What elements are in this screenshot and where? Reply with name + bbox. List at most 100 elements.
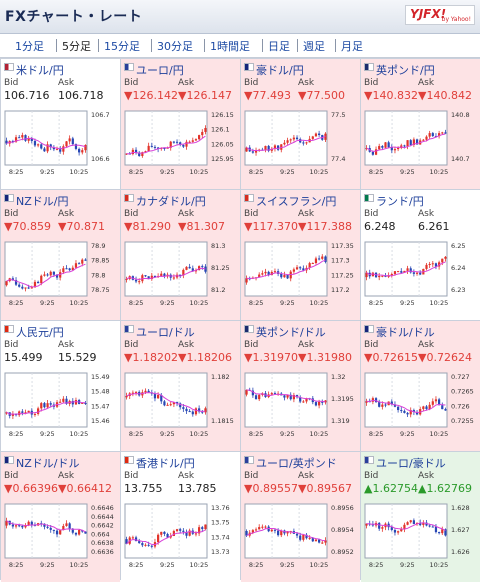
candle-body [191, 411, 194, 415]
pair-name-link[interactable]: ユーロ/豪ドル [376, 457, 446, 470]
pair-name-link[interactable]: 英ポンド/ドル [256, 326, 326, 339]
rate-card[interactable]: 15.49 15.48 15.47 15.46 8:25 9:25 10:25 人民元/円 Bi… [1, 321, 120, 451]
tab-timeframe-5[interactable]: 日足 [268, 40, 290, 53]
tab-timeframe-2[interactable]: 15分足 [104, 40, 140, 53]
pair-name-link[interactable]: ユーロ/ドル [136, 326, 195, 339]
mini-chart[interactable]: 0.8956 0.8954 0.8952 8:25 9:25 10:25 [241, 452, 360, 582]
y-tick-label: 140.7 [451, 155, 470, 163]
mini-chart[interactable]: 1.32 1.3195 1.319 8:25 9:25 10:25 [241, 321, 360, 451]
ask-label: Ask [298, 340, 315, 350]
y-tick-label: 81.3 [211, 242, 225, 250]
rate-card[interactable]: 126.15 126.1 126.05 125.95 8:25 9:25 10:25 ユーロ/… [121, 59, 240, 189]
candle-body [428, 525, 431, 527]
mini-chart[interactable]: 1.182 1.1815 8:25 9:25 10:25 [121, 321, 240, 451]
rate-card[interactable]: 1.32 1.3195 1.319 8:25 9:25 10:25 英ポンド/ドル Bid As… [241, 321, 360, 451]
pair-name-link[interactable]: 豪ドル/ドル [376, 326, 435, 339]
pair-name-link[interactable]: ランド/円 [376, 195, 424, 208]
mini-chart[interactable]: 78.9 78.85 78.8 78.75 8:25 9:25 10:25 [1, 190, 120, 320]
pair-name-link[interactable]: ユーロ/英ポンド [256, 457, 337, 470]
candle-body [318, 133, 321, 136]
ask-label: Ask [178, 209, 195, 219]
tab-timeframe-7[interactable]: 月足 [341, 40, 363, 53]
pair-name-link[interactable]: 米ドル/円 [16, 64, 64, 77]
candle-body [43, 403, 46, 408]
pair-name-link[interactable]: 人民元/円 [16, 326, 64, 339]
mini-chart[interactable]: 6.25 6.24 6.23 8:25 9:25 10:25 [361, 190, 480, 320]
mini-chart[interactable]: 140.8 140.7 8:25 9:25 10:25 [361, 59, 480, 189]
rate-card[interactable]: 6.25 6.24 6.23 8:25 9:25 10:25 ランド/円 Bid Ask 6.24… [361, 190, 480, 320]
rate-card[interactable]: 117.35 117.3 117.25 117.2 8:25 9:25 10:25 スイスフラ… [241, 190, 360, 320]
y-tick-label: 117.3 [331, 257, 350, 265]
candle-body [286, 274, 289, 279]
bid-label: Bid [124, 209, 139, 219]
mini-chart[interactable]: 13.76 13.75 13.74 13.73 8:25 9:25 10:25 [121, 452, 240, 582]
logo-subtext: by Yahoo! [441, 16, 471, 23]
tab-timeframe-4[interactable]: 1時間足 [210, 40, 250, 53]
hk-flag-icon [124, 456, 134, 464]
ask-value: 106.718 [58, 89, 104, 102]
pair-name-link[interactable]: NZドル/ドル [16, 457, 80, 470]
mini-chart[interactable]: 106.7 106.6 8:25 9:25 10:25 [1, 59, 120, 189]
rate-card[interactable]: 1.182 1.1815 8:25 9:25 10:25 ユーロ/ドル Bid Ask ▼1.1… [121, 321, 240, 451]
candle-body [251, 530, 254, 533]
moving-average-line [126, 529, 206, 546]
candle-body [273, 271, 277, 273]
mini-chart[interactable]: 81.3 81.25 81.2 8:25 9:25 10:25 [121, 190, 240, 320]
candle-body [397, 271, 400, 273]
mini-chart[interactable]: 0.727 0.7265 0.726 0.7255 8:25 9:25 10:25 [361, 321, 480, 451]
rate-card[interactable]: 0.8956 0.8954 0.8952 8:25 9:25 10:25 ユーロ/英ポンド B… [241, 452, 360, 582]
chart-frame [124, 241, 208, 297]
candle-body [172, 277, 175, 279]
x-tick-label: 9:25 [160, 299, 175, 307]
ask-value: ▼0.89567 [298, 482, 352, 495]
mini-chart[interactable]: 126.15 126.1 126.05 125.95 8:25 9:25 10:25 [121, 59, 240, 189]
mini-chart[interactable]: 77.5 77.4 8:25 9:25 10:25 [241, 59, 360, 189]
pair-name-link[interactable]: スイスフラン/円 [256, 195, 337, 208]
pair-name-link[interactable]: 豪ドル/円 [256, 64, 304, 77]
candle-body [175, 141, 179, 143]
x-tick-label: 10:25 [310, 299, 329, 307]
x-tick-label: 10:25 [190, 168, 209, 176]
candle-body [30, 287, 33, 289]
bid-value: ▼70.859 [4, 220, 51, 233]
candle-body [65, 268, 68, 270]
rate-card[interactable]: 77.5 77.4 8:25 9:25 10:25 豪ドル/円 Bid Ask ▼77.493 ▼… [241, 59, 360, 189]
x-tick-label: 9:25 [160, 168, 175, 176]
x-tick-label: 8:25 [129, 430, 144, 438]
candle-body [163, 531, 166, 534]
candle-body [365, 523, 368, 526]
rate-card[interactable]: 0.727 0.7265 0.726 0.7255 8:25 9:25 10:25 豪ドル/ド… [361, 321, 480, 451]
rate-card[interactable]: 81.3 81.25 81.2 8:25 9:25 10:25 カナダドル/円 Bid Ask ▼… [121, 190, 240, 320]
y-tick-label: 1.627 [451, 526, 470, 534]
mini-chart[interactable]: 117.35 117.3 117.25 117.2 8:25 9:25 10:25 [241, 190, 360, 320]
bid-value: ▼81.290 [124, 220, 171, 233]
rate-card[interactable]: 140.8 140.7 8:25 9:25 10:25 英ポンド/円 Bid Ask ▼140.… [361, 59, 480, 189]
candle-body [40, 403, 43, 409]
candle-body [412, 410, 415, 413]
candle-body [289, 394, 292, 400]
tab-timeframe-3[interactable]: 30分足 [157, 40, 193, 53]
rate-card[interactable]: 1.628 1.627 1.626 8:25 9:25 10:25 ユーロ/豪ドル Bid As… [361, 452, 480, 582]
rate-card[interactable]: 78.9 78.85 78.8 78.75 8:25 9:25 10:25 NZドル/円 Bid… [1, 190, 120, 320]
mini-chart[interactable]: 15.49 15.48 15.47 15.46 8:25 9:25 10:25 [1, 321, 120, 451]
tab-timeframe-1[interactable]: 5分足 [62, 40, 91, 53]
timeframe-tabs: 1分足 5分足 15分足 30分足 1時間足 日足 週足 月足 [0, 34, 480, 58]
candle-body [160, 395, 163, 402]
y-tick-label: 77.4 [331, 155, 345, 163]
pair-name-link[interactable]: ユーロ/円 [136, 64, 184, 77]
tab-timeframe-0[interactable]: 1分足 [15, 40, 44, 53]
pair-name-link[interactable]: 香港ドル/円 [136, 457, 195, 470]
y-tick-label: 77.5 [331, 111, 345, 119]
rate-card[interactable]: 106.7 106.6 8:25 9:25 10:25 米ドル/円 Bid Ask 106.71… [1, 59, 120, 189]
mini-chart[interactable]: 1.628 1.627 1.626 8:25 9:25 10:25 [361, 452, 480, 582]
pair-name-link[interactable]: 英ポンド/円 [376, 64, 435, 77]
tab-timeframe-6[interactable]: 週足 [303, 40, 325, 53]
yjfx-logo[interactable]: YJFX! by Yahoo! [405, 5, 475, 25]
rate-card[interactable]: 0.6646 0.6644 0.6642 0.664 0.6638 0.6636 8:25 9… [1, 452, 120, 582]
rate-card[interactable]: 13.76 13.75 13.74 13.73 8:25 9:25 10:25 香港ドル/円 B… [121, 452, 240, 582]
pair-name-link[interactable]: カナダドル/円 [136, 195, 206, 208]
pair-name-link[interactable]: NZドル/円 [16, 195, 69, 208]
candle-body [24, 412, 27, 414]
candle-body [324, 540, 327, 543]
